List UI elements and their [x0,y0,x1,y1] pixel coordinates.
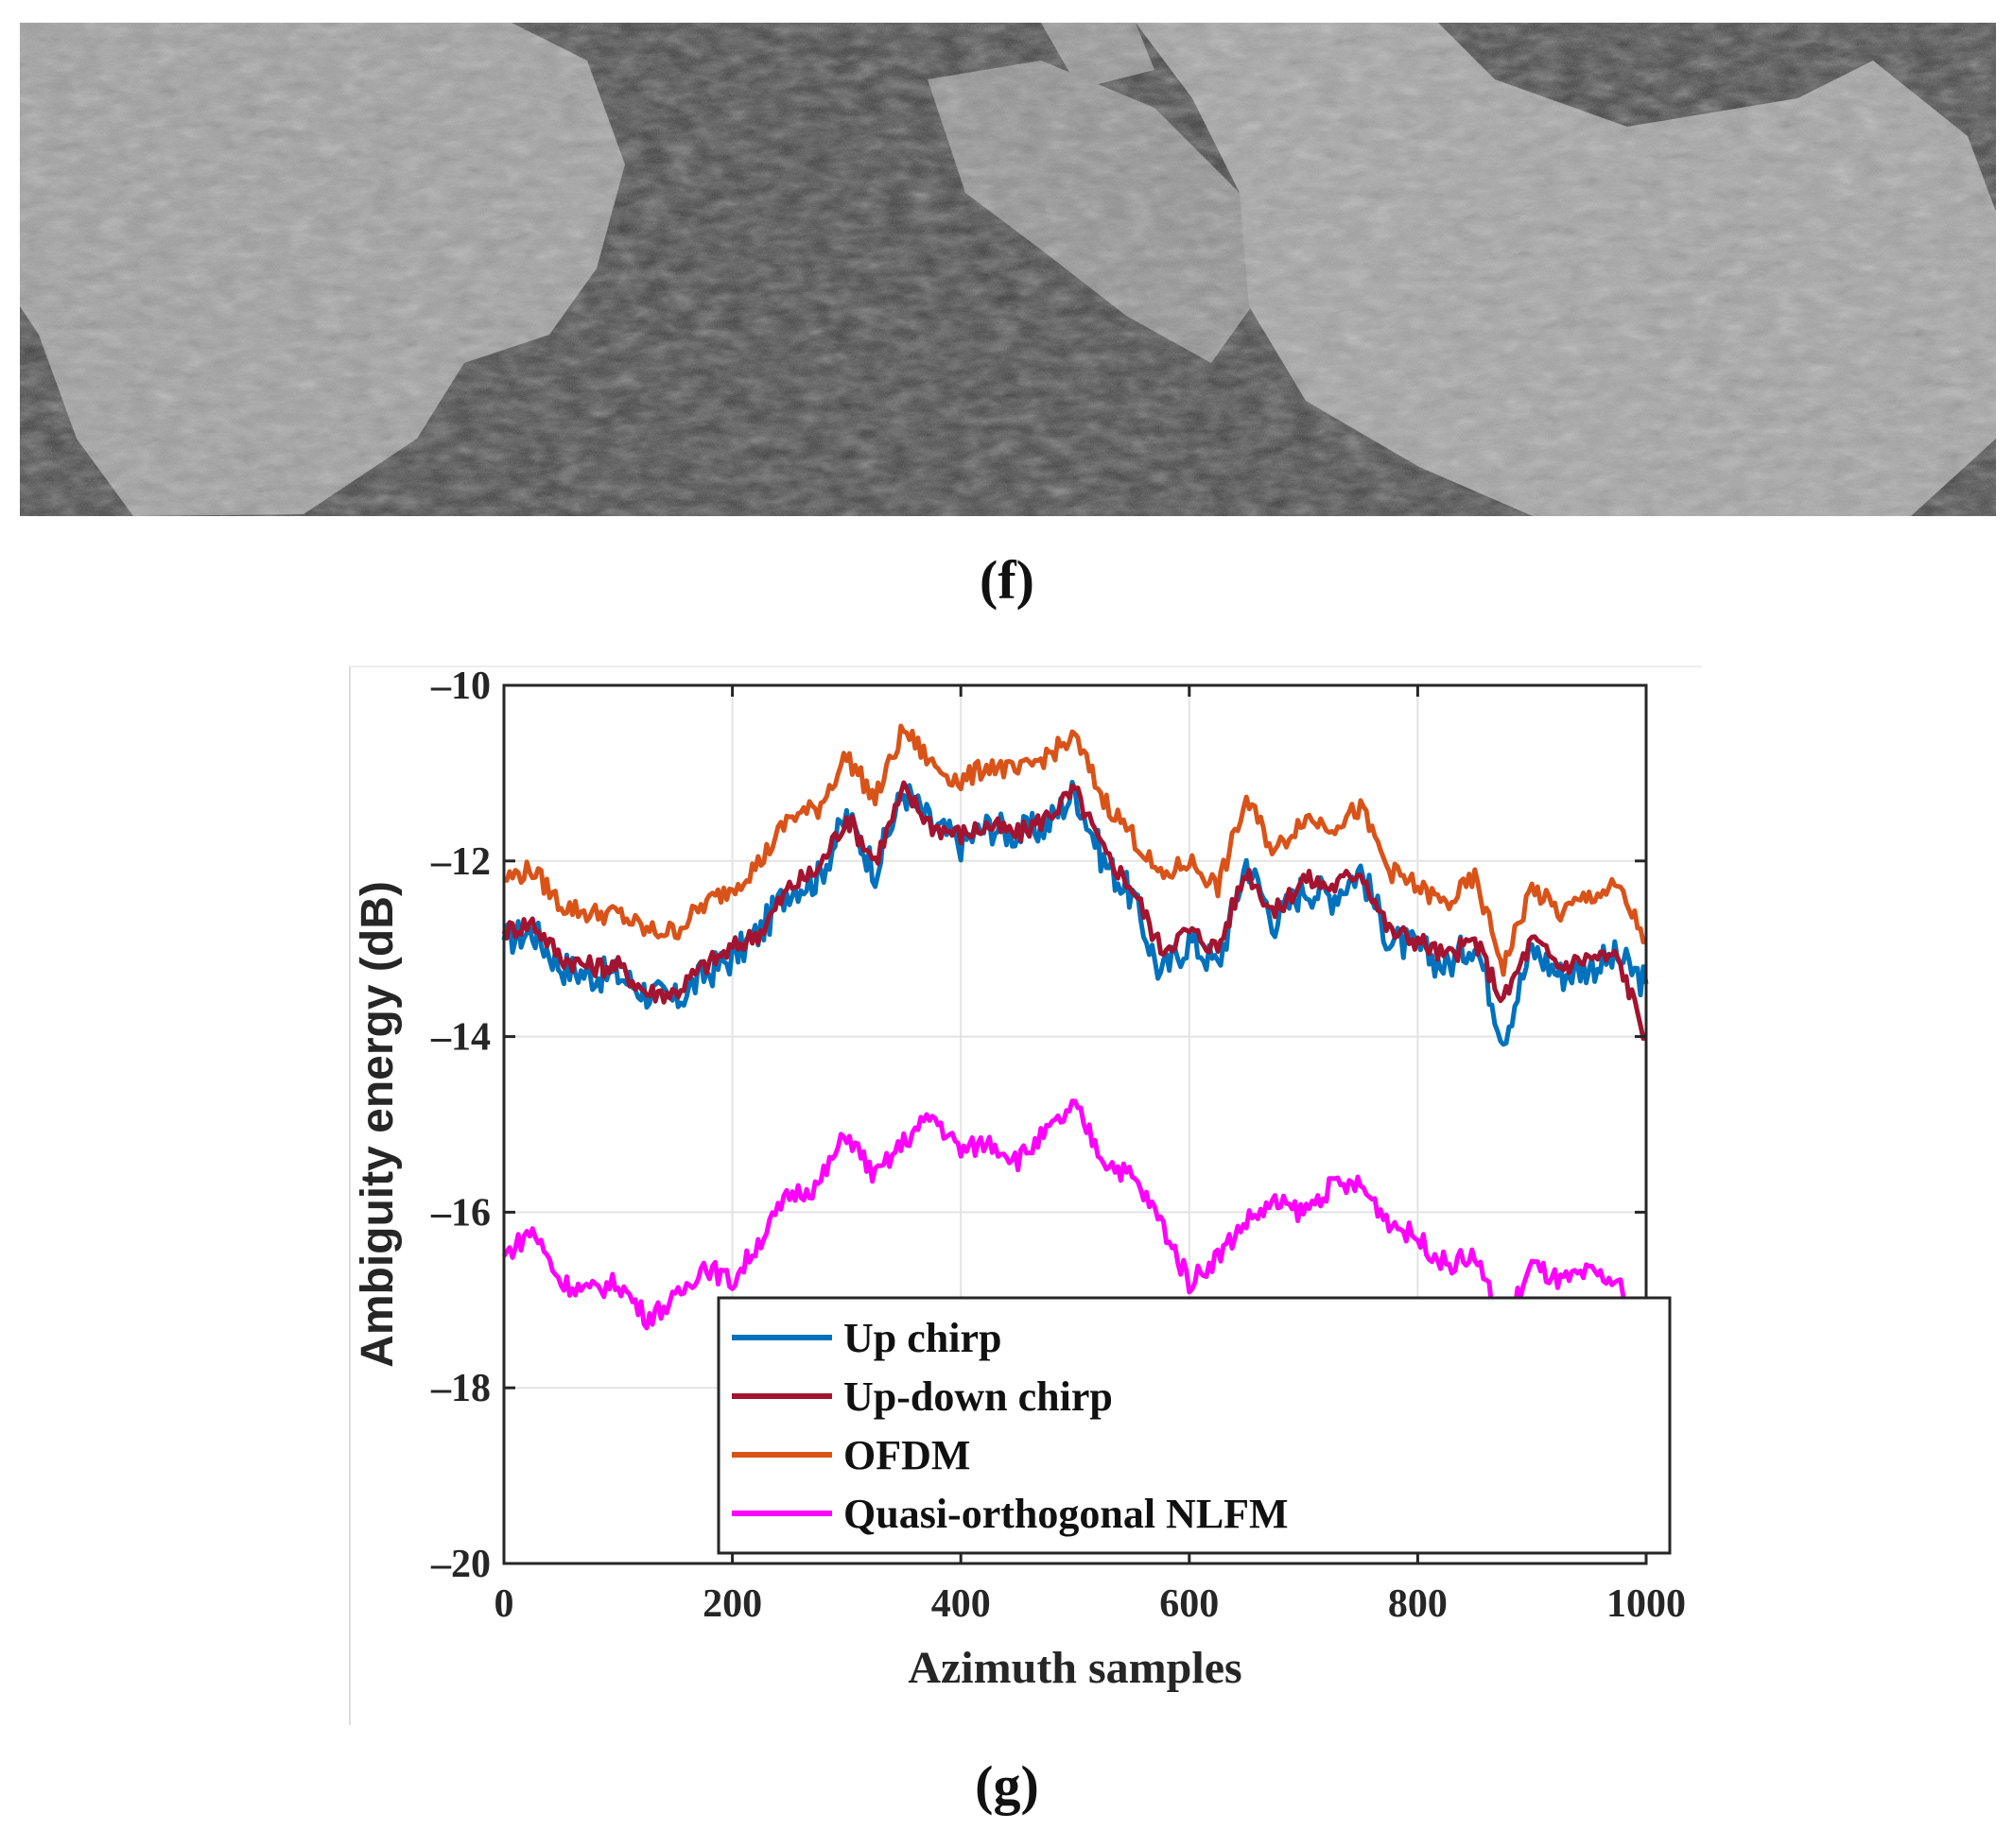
y-tick-label: –14 [430,1016,491,1060]
x-tick-label: 800 [1388,1582,1448,1626]
sar-image [20,23,1996,516]
axes-box [502,683,1648,1565]
y-tick-label: –10 [430,665,491,708]
x-tick-label: 600 [1159,1582,1219,1626]
panel-label-g: (g) [975,1754,1039,1816]
x-axis-title: Azimuth samples [908,1643,1241,1693]
legend-label: Up chirp [843,1315,1001,1361]
y-axis-title: Ambiguity energy (dB) [353,881,403,1368]
x-tick-label: 1000 [1606,1582,1686,1626]
x-tick-label: 400 [931,1582,991,1626]
x-tick-label: 0 [495,1582,514,1626]
series-line-up-down-chirp [501,780,1648,1042]
legend-label: Quasi-orthogonal NLFM [843,1491,1289,1537]
y-tick-label: –18 [430,1367,491,1410]
legend-label: Up-down chirp [843,1373,1113,1420]
y-tick-label: –12 [430,840,491,884]
x-tick-label: 200 [703,1582,762,1626]
series-line-quasi-orthogonal-nlfm [501,1098,1648,1356]
y-tick-label: –16 [430,1191,491,1235]
panel-label-f: (f) [980,549,1034,611]
sar-image-panel [20,23,1996,516]
legend: Up chirp Up-down chirp OFDM Quasi-orthogona… [717,1296,1672,1555]
legend-box [717,1296,1672,1555]
y-tick-label: –20 [430,1543,491,1586]
legend-label: OFDM [843,1432,970,1478]
series-line-ofdm [502,723,1648,977]
